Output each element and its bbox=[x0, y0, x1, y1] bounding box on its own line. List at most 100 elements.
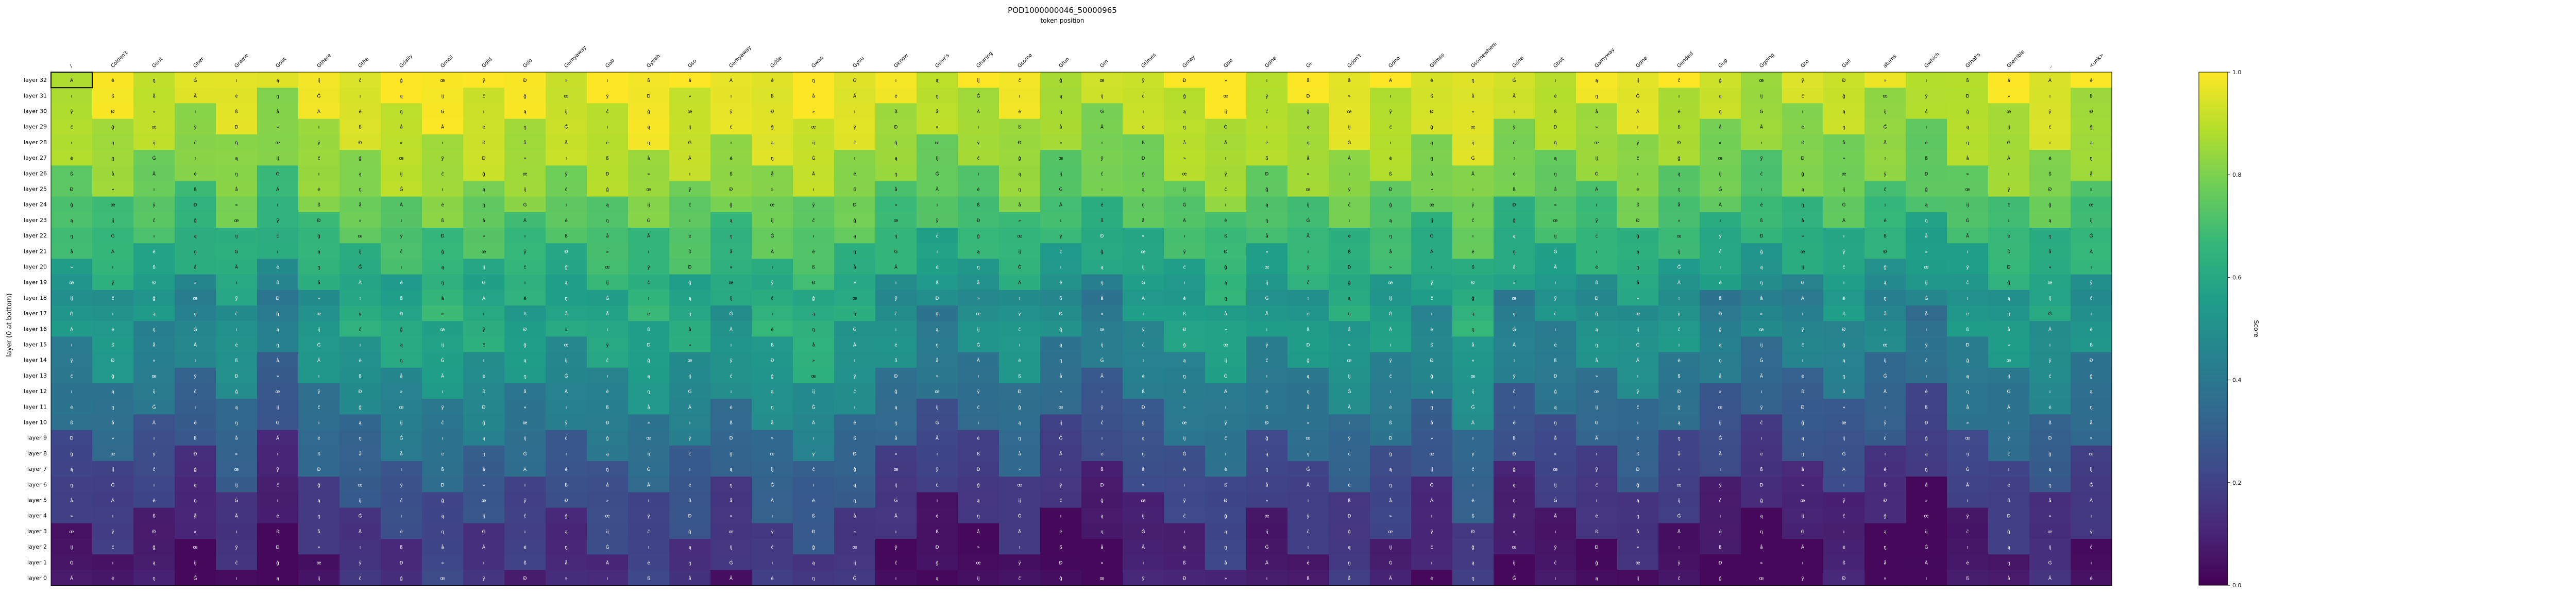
heatmap-cell bbox=[1370, 181, 1412, 197]
heatmap-cell bbox=[669, 165, 711, 181]
heatmap-cell-label: ą bbox=[1471, 560, 1475, 566]
heatmap-cell-label: ı bbox=[1802, 110, 1804, 115]
heatmap-cell-label: ÿ bbox=[1801, 576, 1804, 582]
heatmap-cell-label: ÿ bbox=[853, 125, 856, 130]
heatmap-cell bbox=[1287, 243, 1329, 259]
heatmap-cell bbox=[875, 212, 917, 228]
heatmap-cell-label: ß bbox=[317, 203, 320, 208]
heatmap-cell bbox=[1617, 118, 1659, 135]
heatmap-cell-label: Ġ bbox=[977, 93, 980, 99]
heatmap-cell bbox=[1988, 88, 2030, 104]
heatmap-cell-label: ı bbox=[1555, 281, 1556, 286]
row-tick-label: layer 29 bbox=[24, 124, 47, 130]
heatmap-cell-label: ĝ bbox=[1389, 452, 1392, 457]
heatmap-cell-label: ß bbox=[1307, 576, 1310, 582]
heatmap-cell bbox=[1535, 103, 1577, 120]
heatmap-cell-label: ĉ bbox=[277, 482, 279, 488]
heatmap-cell-label: ı bbox=[154, 436, 155, 441]
heatmap-cell bbox=[1452, 150, 1494, 166]
heatmap-cell-label: » bbox=[771, 188, 774, 193]
heatmap-cell-label: Ð bbox=[523, 78, 527, 83]
heatmap-cell-label: ĝ bbox=[1801, 421, 1804, 426]
heatmap-cell-label: ÿ bbox=[1677, 560, 1681, 566]
heatmap-cell-label: Ġ bbox=[2090, 482, 2093, 488]
heatmap-cell bbox=[1040, 103, 1082, 120]
heatmap-cell-label: ÿ bbox=[812, 452, 815, 457]
heatmap-cell bbox=[298, 150, 340, 166]
heatmap-cell-label: » bbox=[1389, 265, 1392, 270]
heatmap-cell-label: Ð bbox=[647, 94, 651, 99]
heatmap-cell-label: ĳ bbox=[1059, 421, 1062, 426]
heatmap-cell-label: ŋ bbox=[1801, 452, 1804, 457]
heatmap-cell-label: ė bbox=[936, 265, 939, 270]
heatmap-cell-label: ĉ bbox=[2049, 373, 2052, 379]
heatmap-cell bbox=[2071, 196, 2112, 213]
heatmap-cell bbox=[958, 165, 999, 181]
heatmap-cell bbox=[1700, 212, 1741, 228]
heatmap-cell-label: ė bbox=[1348, 234, 1351, 239]
heatmap-cell-label: ĳ bbox=[2090, 218, 2092, 224]
heatmap-cell bbox=[340, 103, 381, 120]
heatmap-cell-label: Ð bbox=[730, 188, 733, 193]
heatmap-cell bbox=[1906, 134, 1947, 150]
heatmap-cell-label: ŋ bbox=[276, 94, 279, 99]
heatmap-cell bbox=[669, 212, 711, 228]
heatmap-cell bbox=[999, 72, 1041, 88]
heatmap-cell bbox=[92, 196, 134, 213]
heatmap-cell-label: ė bbox=[1142, 125, 1145, 130]
heatmap-cell-label: ı bbox=[895, 576, 897, 582]
heatmap-cell bbox=[1823, 228, 1865, 244]
heatmap-cell-label: ß bbox=[894, 359, 897, 364]
heatmap-cell bbox=[340, 118, 381, 135]
heatmap-cell-label: » bbox=[1307, 172, 1310, 177]
heatmap-cell bbox=[1205, 150, 1247, 166]
heatmap-cell-label: » bbox=[194, 530, 197, 535]
heatmap-cell-label: å bbox=[523, 389, 527, 395]
heatmap-cell-label: » bbox=[1307, 421, 1310, 426]
heatmap-cell-label: ą bbox=[1224, 281, 1227, 286]
heatmap-cell bbox=[1411, 321, 1453, 337]
heatmap-cell-label: ÿ bbox=[1018, 312, 1021, 317]
heatmap-cell bbox=[1617, 259, 1659, 275]
heatmap-cell-label: Ġ bbox=[482, 529, 486, 535]
heatmap-cell-label: ĉ bbox=[1554, 311, 1557, 317]
column-tick-label: Gbe bbox=[1223, 58, 1234, 69]
heatmap-cell-label: œ bbox=[1388, 281, 1393, 286]
heatmap-cell-label: ÿ bbox=[812, 203, 815, 208]
heatmap-cell bbox=[875, 118, 917, 135]
heatmap-cell bbox=[1865, 259, 1906, 275]
heatmap-cell-label: ı bbox=[360, 343, 361, 348]
heatmap-cell-label: ŋ bbox=[977, 265, 980, 270]
heatmap-cell-label: ı bbox=[895, 530, 897, 535]
heatmap-cell-label: Ġ bbox=[1719, 187, 1722, 193]
heatmap-cell-label: » bbox=[606, 499, 609, 504]
heatmap-cell-label: ą bbox=[1636, 249, 1639, 254]
heatmap-cell bbox=[216, 321, 258, 337]
heatmap-cell-label: ą bbox=[1100, 514, 1104, 519]
heatmap-cell-label: ı bbox=[154, 188, 155, 193]
heatmap-cell bbox=[1617, 305, 1659, 321]
heatmap-cell-label: ĝ bbox=[1636, 234, 1639, 239]
heatmap-cell bbox=[1947, 228, 1989, 244]
heatmap-cell bbox=[999, 259, 1041, 275]
heatmap-cell-label: ė bbox=[1677, 110, 1681, 115]
heatmap-cell-label: ı bbox=[318, 421, 320, 426]
heatmap-cell-label: ą bbox=[565, 530, 568, 535]
heatmap-cell-label: ė bbox=[523, 296, 527, 301]
heatmap-cell bbox=[1658, 196, 1700, 213]
heatmap-cell-label: Ä bbox=[317, 358, 321, 364]
heatmap-cell-label: Ġ bbox=[1430, 233, 1434, 239]
heatmap-cell-label: Ġ bbox=[1307, 467, 1310, 472]
heatmap-cell bbox=[546, 290, 587, 306]
heatmap-cell bbox=[1617, 228, 1659, 244]
heatmap-cell bbox=[1741, 103, 1783, 120]
heatmap-cell bbox=[1123, 259, 1164, 275]
heatmap-cell-label: » bbox=[565, 327, 568, 332]
heatmap-cell-label: ĉ bbox=[977, 404, 980, 410]
heatmap-cell-label: ĉ bbox=[730, 373, 733, 379]
heatmap-cell-label: Ä bbox=[565, 140, 568, 146]
heatmap-cell bbox=[1246, 212, 1288, 228]
heatmap-cell-label: å bbox=[70, 498, 73, 504]
heatmap-cell bbox=[999, 103, 1041, 120]
heatmap-cell-label: ĝ bbox=[1966, 110, 1969, 115]
